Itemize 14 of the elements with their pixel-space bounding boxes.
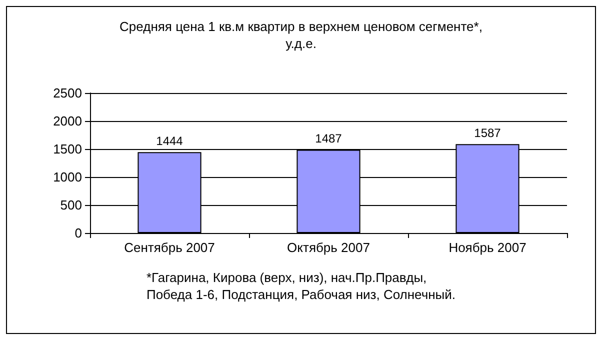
text: *Гагарина, Кирова (верх, низ), нач.Пр.Правды, Победа 1-6, Подстанция, Рабочая низ, Солнечный. (146, 270, 456, 302)
data-label: 1587 (474, 126, 502, 140)
x-tick-label: Ноябрь 2007 (448, 240, 526, 255)
y-tick-label: 0 (74, 226, 82, 240)
data-label: 1444 (156, 134, 184, 148)
y-tick-label: 1000 (53, 170, 82, 184)
y-tick-label: 500 (60, 198, 82, 212)
chart-title: Средняя цена 1 кв.м квартир в верхнем ценовом сегменте*, у.д.е. (120, 19, 482, 51)
x-tick-label: Октябрь 2007 (287, 240, 370, 255)
x-tick-label: Сентябрь 2007 (124, 240, 215, 255)
y-tick-label: 2000 (53, 114, 82, 128)
data-label: 1487 (315, 132, 342, 146)
y-tick-label: 1500 (53, 142, 82, 156)
y-tick-label: 2500 (53, 86, 82, 100)
